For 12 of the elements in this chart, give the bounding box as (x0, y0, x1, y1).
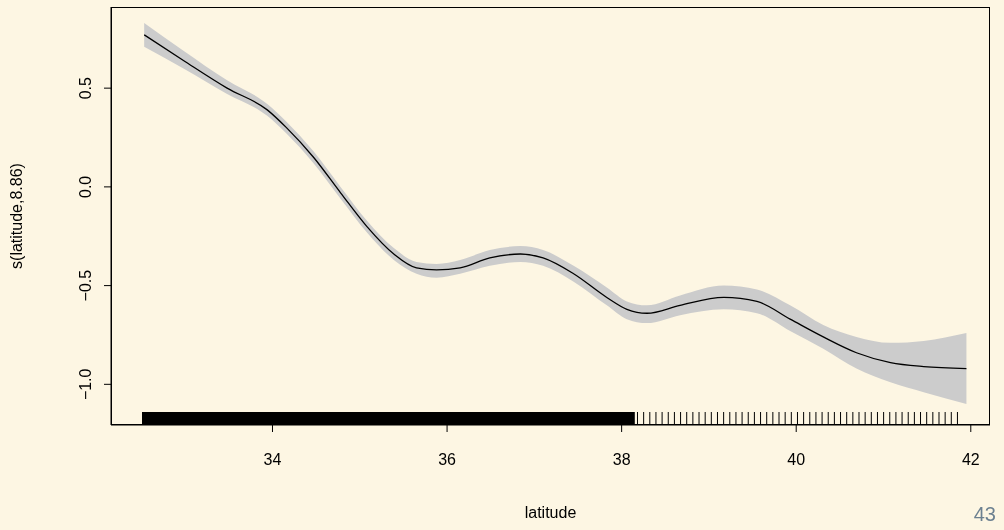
y-tick-label: 0.5 (77, 76, 94, 100)
y-tick-label: 0.0 (77, 175, 94, 198)
x-tick-label: 38 (612, 451, 631, 468)
x-tick-label: 40 (787, 451, 806, 468)
x-tick-label: 42 (961, 451, 980, 468)
text: 43 (973, 503, 996, 526)
y-axis-title: s(latitude,8.86) (7, 163, 25, 269)
x-axis-title: latitude (524, 504, 577, 521)
y-tick-label: −1.0 (77, 368, 94, 401)
x-tick-label: 36 (438, 451, 457, 468)
x-tick-label: 34 (263, 451, 282, 468)
y-tick-label: −0.5 (77, 269, 94, 302)
